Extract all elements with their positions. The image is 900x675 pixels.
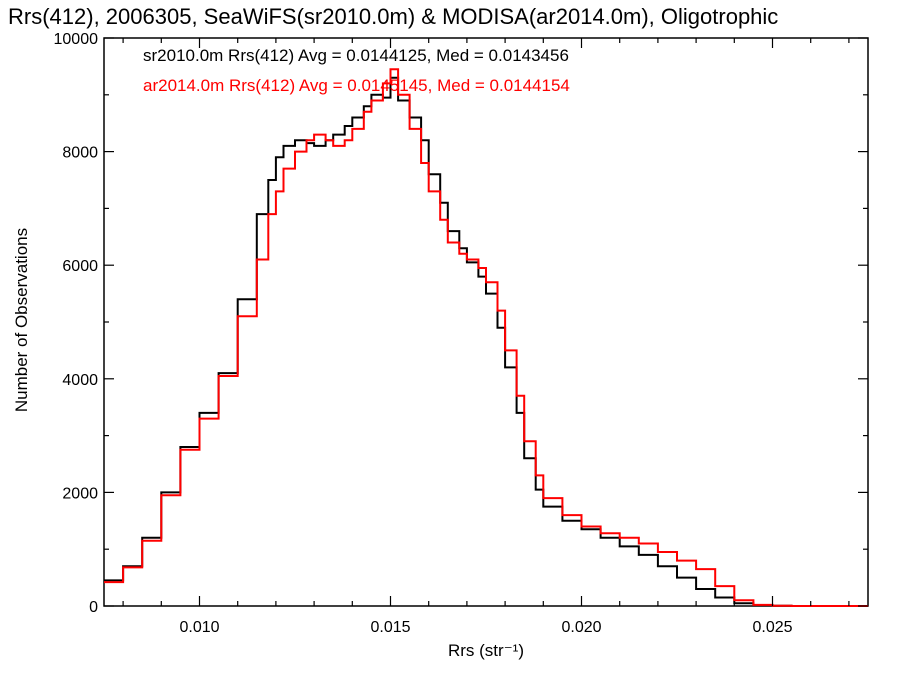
chart-title: Rrs(412), 2006305, SeaWiFS(sr2010.0m) & … — [8, 4, 778, 29]
y-tick-label: 6000 — [62, 258, 98, 275]
legend-entry-ar2014: ar2014.0m Rrs(412) Avg = 0.0145145, Med … — [143, 76, 570, 95]
y-tick-label: 4000 — [62, 372, 98, 389]
x-tick-label: 0.015 — [370, 619, 410, 636]
y-tick-label: 8000 — [62, 145, 98, 162]
x-tick-labels: 0.010 0.015 0.020 0.025 — [179, 619, 792, 636]
series-line-sr2010.0m — [104, 76, 868, 607]
y-tick-label: 10000 — [54, 31, 99, 48]
plot-border — [103, 37, 869, 607]
axis-ticks — [104, 37, 868, 607]
series-line-ar2014.0m — [104, 68, 868, 607]
x-tick-label: 0.020 — [561, 619, 601, 636]
series-layer — [104, 68, 868, 607]
y-tick-label: 0 — [89, 599, 98, 616]
legend-entry-sr2010: sr2010.0m Rrs(412) Avg = 0.0144125, Med … — [143, 46, 569, 65]
x-tick-label: 0.025 — [752, 619, 792, 636]
plot-frame — [103, 37, 869, 607]
y-tick-label: 2000 — [62, 485, 98, 502]
y-axis-label: Number of Observations — [12, 228, 31, 412]
y-tick-labels: 0 2000 4000 6000 8000 10000 — [54, 31, 99, 616]
x-tick-label: 0.010 — [179, 619, 219, 636]
x-axis-label: Rrs (str⁻¹) — [448, 641, 524, 660]
